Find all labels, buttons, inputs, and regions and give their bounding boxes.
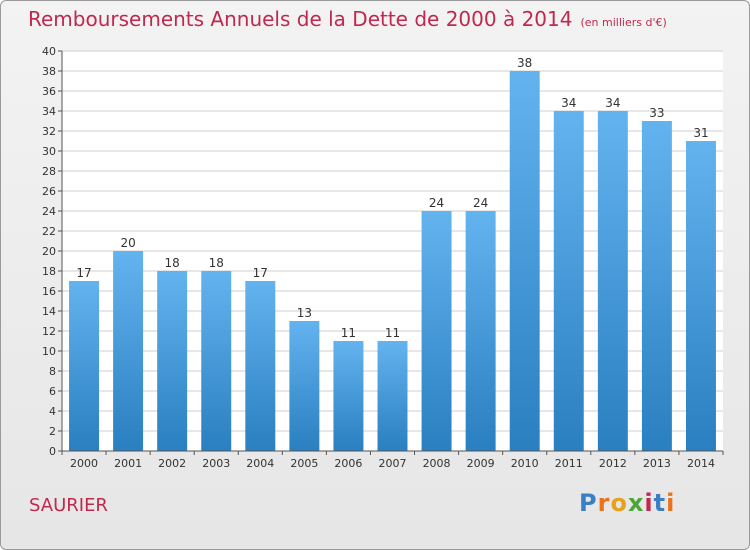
x-tick-label: 2010 [511,457,539,470]
y-tick-label: 12 [42,325,56,338]
bar [113,251,144,451]
bar [421,211,452,451]
x-tick-label: 2014 [687,457,715,470]
bar-value-label: 20 [120,236,135,250]
x-tick-label: 2007 [379,457,407,470]
x-tick-label: 2000 [70,457,98,470]
bar-value-label: 24 [473,196,488,210]
y-tick-label: 24 [42,205,56,218]
x-axis-ticks: 2000 2001 2002 2003 2004 2005 2006 2007 2008 2009… [61,451,724,470]
bar [641,121,672,451]
logo-letter: P [579,489,598,517]
bar-value-label: 17 [76,266,91,280]
y-tick-label: 40 [42,45,56,58]
y-tick-label: 8 [49,365,56,378]
y-tick-label: 18 [42,265,56,278]
y-tick-label: 6 [49,385,56,398]
logo-letter: o [610,489,628,517]
bar [509,71,540,451]
y-tick-label: 14 [42,305,56,318]
bar-value-label: 17 [253,266,268,280]
bar [289,321,320,451]
x-tick-label: 2008 [423,457,451,470]
bar-value-label: 24 [429,196,444,210]
bar [333,341,364,451]
place-name: SAURIER [29,495,108,516]
x-tick-label: 2009 [467,457,495,470]
chart-title: Remboursements Annuels de la Dette de 20… [28,7,667,31]
bars [69,71,716,451]
bar [69,281,100,451]
y-tick-label: 20 [42,245,56,258]
logo-letter: i [666,489,676,517]
x-tick-label: 2012 [599,457,627,470]
bar [377,341,408,451]
logo-letter: i [644,489,654,517]
bar [465,211,496,451]
bar-value-label: 11 [341,326,356,340]
y-tick-label: 38 [42,65,56,78]
y-tick-label: 4 [49,405,56,418]
bar-value-label: 34 [561,96,576,110]
y-tick-label: 2 [49,425,56,438]
bar [553,111,584,451]
x-tick-label: 2006 [334,457,362,470]
y-tick-label: 26 [42,185,56,198]
bar [685,141,716,451]
bar [201,271,232,451]
logo-letter: x [627,489,645,517]
bar-value-label: 13 [297,306,312,320]
bar-value-label: 18 [209,256,224,270]
bar [157,271,188,451]
y-tick-label: 28 [42,165,56,178]
bar-value-label: 34 [605,96,620,110]
x-tick-label: 2013 [643,457,671,470]
y-tick-label: 10 [42,345,56,358]
y-tick-label: 36 [42,85,56,98]
x-tick-label: 2002 [158,457,186,470]
bar-value-label: 18 [165,256,180,270]
x-tick-label: 2004 [246,457,274,470]
x-tick-label: 2011 [555,457,583,470]
x-tick-label: 2001 [114,457,142,470]
y-tick-label: 16 [42,285,56,298]
bar-value-label: 31 [693,126,708,140]
y-tick-label: 30 [42,145,56,158]
logo-letter: t [653,489,667,517]
bar [597,111,628,451]
y-tick-label: 32 [42,125,56,138]
x-tick-label: 2005 [290,457,318,470]
bar-value-label: 11 [385,326,400,340]
logo-letter: r [597,489,611,517]
value-labels: 17 20 18 18 17 13 11 11 24 24 38 34 34 33 31 [76,56,708,340]
y-tick-label: 22 [42,225,56,238]
y-tick-label: 34 [42,105,56,118]
bar [245,281,276,451]
proxiti-logo: Proxiti [579,489,675,517]
chart-subtitle: (en milliers d'€) [580,16,667,29]
chart-title-text: Remboursements Annuels de la Dette de 20… [28,7,573,31]
y-tick-label: 0 [49,445,56,458]
bar-value-label: 38 [517,56,532,70]
x-tick-label: 2003 [202,457,230,470]
bar-value-label: 33 [649,106,664,120]
